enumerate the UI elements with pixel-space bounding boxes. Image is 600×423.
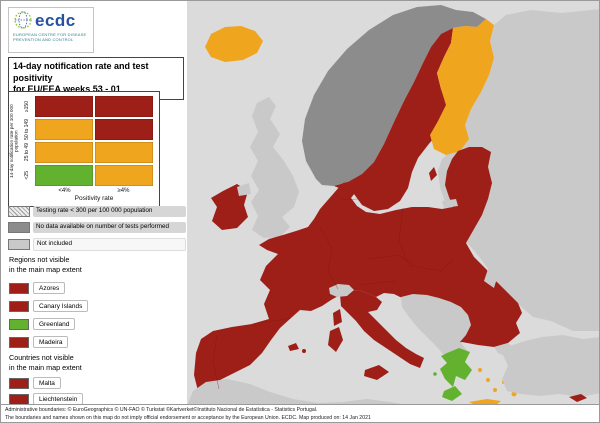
legend-not-included: Not included	[8, 238, 186, 251]
map-region-greece	[440, 348, 472, 387]
not-included-swatch	[8, 238, 30, 250]
map-region-italy	[340, 290, 424, 368]
map-region-cyprus	[569, 394, 587, 402]
map-region-aegean-island	[478, 368, 482, 372]
ecdc-logo-row: ecdc	[13, 10, 89, 30]
col-label-lt4: <4%	[58, 188, 71, 194]
ecdc-logo: ecdc EUROPEAN CENTRE FOR DISEASE PREVENT…	[8, 7, 94, 53]
countries-heading-line2: in the main map extent	[9, 362, 82, 372]
matrix-cell	[35, 165, 93, 186]
map-region-ionian-island	[433, 372, 437, 376]
legend-no-data: No data available on number of tests per…	[8, 222, 186, 233]
matrix-cell	[95, 142, 153, 163]
row-tick: ≥150	[21, 96, 33, 117]
row-tick-label: 25 to 49	[24, 143, 30, 162]
map-region-peloponnese	[442, 386, 462, 401]
col-label-ge4: ≥4%	[117, 188, 130, 194]
ecdc-wordmark: ecdc	[35, 10, 76, 30]
map-region-northern-ireland	[237, 183, 251, 196]
matrix-cell	[95, 96, 153, 117]
country-borders	[212, 198, 454, 390]
matrix-cell	[95, 119, 153, 140]
malta-swatch	[9, 377, 29, 389]
legend-testing-rate: Testing rate < 300 per 100 000 populatio…	[8, 206, 186, 217]
row-tick-label: 50 to 149	[24, 119, 30, 140]
map-region-kaliningrad	[442, 199, 458, 208]
liechtenstein-swatch	[9, 393, 29, 405]
map-region-corsica	[333, 309, 342, 326]
madeira-label: Madeira	[33, 336, 69, 348]
regions-heading-line1: Regions not visible	[9, 255, 70, 264]
map-region-aegean-island	[493, 388, 497, 392]
no-data-label: No data available on number of tests per…	[33, 222, 186, 233]
legend-col-labels: <4% ≥4%	[35, 188, 153, 194]
row-tick: 25 to 49	[21, 142, 33, 163]
map-region-aegean-island	[486, 378, 490, 382]
regions-heading-line2: in the main map extent	[9, 264, 82, 274]
countries-heading-line1: Countries not visible	[9, 353, 74, 362]
madeira-swatch	[9, 336, 29, 348]
map-region-sicily	[364, 365, 389, 380]
testing-rate-label: Testing rate < 300 per 100 000 populatio…	[33, 206, 186, 217]
ecdc-logo-subtitle: EUROPEAN CENTRE FOR DISEASE PREVENTION A…	[13, 32, 87, 42]
map-title-line2: for EU/EEA weeks 53 - 01	[13, 84, 121, 95]
footer-disclaimer: The boundaries and names shown on this m…	[5, 414, 371, 421]
region-item-madeira: Madeira	[9, 336, 69, 348]
matrix-cell	[35, 96, 93, 117]
matrix-cell	[35, 142, 93, 163]
row-tick: 50 to 149	[21, 119, 33, 140]
footer-attribution: Administrative boundaries: © EuroGeograp…	[5, 407, 318, 413]
matrix-cell	[35, 119, 93, 140]
map-region-finland	[430, 19, 494, 155]
map-region-norway	[302, 5, 486, 186]
ecdc-globe-icon	[14, 11, 32, 29]
map-region-switzerland	[329, 284, 354, 297]
map-region-turkey	[502, 335, 599, 397]
map-region-crete	[469, 399, 501, 405]
azores-swatch	[9, 282, 29, 294]
legend-y-axis-label: 14-day notification rate per 100 000 pop…	[9, 104, 19, 178]
country-item-malta: Malta	[9, 377, 61, 389]
map-title-line1: 14-day notification rate and test positi…	[13, 61, 149, 83]
countries-not-visible-heading: Countries not visible in the main map ex…	[9, 353, 179, 372]
map-region-iceland	[205, 26, 263, 62]
map-region-balearics	[288, 343, 299, 351]
row-tick-label: ≥150	[24, 100, 30, 113]
region-item-canary-islands: Canary Islands	[9, 300, 89, 312]
region-item-azores: Azores	[9, 282, 66, 294]
canary-islands-swatch	[9, 300, 29, 312]
azores-label: Azores	[33, 282, 66, 294]
legend-x-axis-label: Positivity rate	[74, 195, 114, 202]
legend-matrix-grid: ≥150 50 to 149 25 to 49 <25	[21, 96, 156, 186]
no-data-swatch	[8, 222, 30, 233]
map-region-moldova	[484, 269, 498, 288]
map-region-sweden	[334, 28, 453, 211]
not-included-label: Not included	[33, 238, 186, 251]
testing-rate-swatch	[8, 206, 30, 217]
row-tick: <25	[21, 165, 33, 186]
map-region-gotland	[429, 167, 437, 181]
map-region-balearics-minor	[302, 349, 306, 353]
regions-not-visible-heading: Regions not visible in the main map exte…	[9, 255, 179, 274]
map-region-north-africa	[187, 379, 413, 406]
greenland-label: Greenland	[33, 318, 76, 330]
greenland-swatch	[9, 318, 29, 330]
map-region-sardinia	[328, 327, 343, 352]
row-tick-label: <25	[24, 171, 30, 180]
bivariate-legend: 14-day notification rate per 100 000 pop…	[8, 91, 160, 207]
canary-islands-label: Canary Islands	[33, 300, 89, 312]
malta-label: Malta	[33, 377, 61, 389]
matrix-cell	[95, 165, 153, 186]
map-region-uk	[250, 97, 299, 238]
map-region-ireland	[211, 184, 248, 230]
map-region-eastern-neighbors	[438, 9, 599, 331]
map-footer: Administrative boundaries: © EuroGeograp…	[1, 404, 599, 422]
map-region-western-balkans	[401, 294, 471, 363]
region-item-greenland: Greenland	[9, 318, 76, 330]
